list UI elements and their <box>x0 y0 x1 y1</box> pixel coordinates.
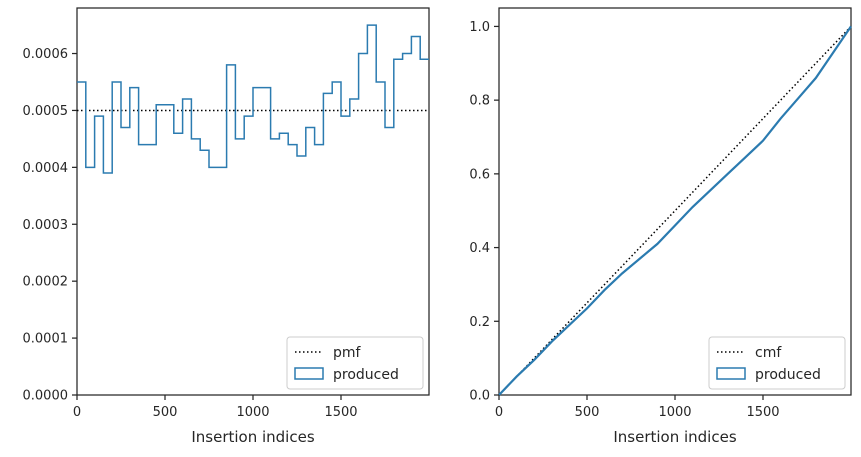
cmf-y-ticks: 0.0 0.2 0.4 0.6 0.8 1.0 <box>469 20 499 404</box>
y-tick-label: 0.0000 <box>23 389 69 404</box>
x-tick-label: 1500 <box>746 405 779 420</box>
legend-produced-swatch <box>294 367 324 380</box>
pmf-y-ticks: 0.0000 0.0001 0.0002 0.0003 0.0004 0.0005 0.00… <box>23 47 77 404</box>
pmf-x-ticks: 0 500 1000 1500 <box>73 395 358 420</box>
legend-box <box>286 336 424 390</box>
x-tick-label: 500 <box>153 405 178 420</box>
y-tick-label: 0.0004 <box>23 161 69 176</box>
cmf-x-axis-label: Insertion indices <box>613 428 736 446</box>
produced-histogram-step <box>77 24 429 174</box>
x-tick-label: 0 <box>495 405 503 420</box>
pmf-legend: pmf produced <box>286 336 424 390</box>
y-tick-label: 0.0001 <box>23 332 69 347</box>
y-tick-label: 0.0006 <box>23 47 69 62</box>
legend-produced-swatch <box>716 367 746 380</box>
y-tick-label: 0.8 <box>469 94 490 109</box>
y-tick-label: 0.2 <box>469 315 490 330</box>
pmf-panel: 0 500 1000 1500 0.00000.00010.00020.00030.0… <box>23 7 430 446</box>
cmf-reference-line <box>498 25 852 396</box>
legend-box <box>708 336 846 390</box>
legend-pmf-label: pmf <box>333 345 362 361</box>
legend-produced-label: produced <box>755 367 821 383</box>
x-tick-label: 0 <box>73 405 81 420</box>
cmf-legend: cmf produced <box>708 336 846 390</box>
y-tick-label: 0.0003 <box>23 218 69 233</box>
x-tick-label: 500 <box>575 405 600 420</box>
y-tick-label: 1.0 <box>469 20 490 35</box>
y-tick-label: 0.6 <box>469 167 490 182</box>
x-tick-label: 1500 <box>324 405 357 420</box>
legend-produced-label: produced <box>333 367 399 383</box>
y-tick-label: 0.4 <box>469 241 490 256</box>
pmf-x-axis-label: Insertion indices <box>191 428 314 446</box>
y-tick-label: 0.0005 <box>23 104 69 119</box>
cmf-x-ticks: 0 500 1000 1500 <box>495 395 780 420</box>
legend-cmf-label: cmf <box>755 345 782 361</box>
x-tick-label: 1000 <box>236 405 269 420</box>
y-tick-label: 0.0002 <box>23 275 69 290</box>
cmf-panel: 0 500 1000 1500 0.0 0.2 0.4 0.6 0.8 1.0 Insertio… <box>469 7 852 446</box>
produced-cumulative-line <box>498 25 852 396</box>
x-tick-label: 1000 <box>658 405 691 420</box>
y-tick-label: 0.0 <box>469 389 490 404</box>
